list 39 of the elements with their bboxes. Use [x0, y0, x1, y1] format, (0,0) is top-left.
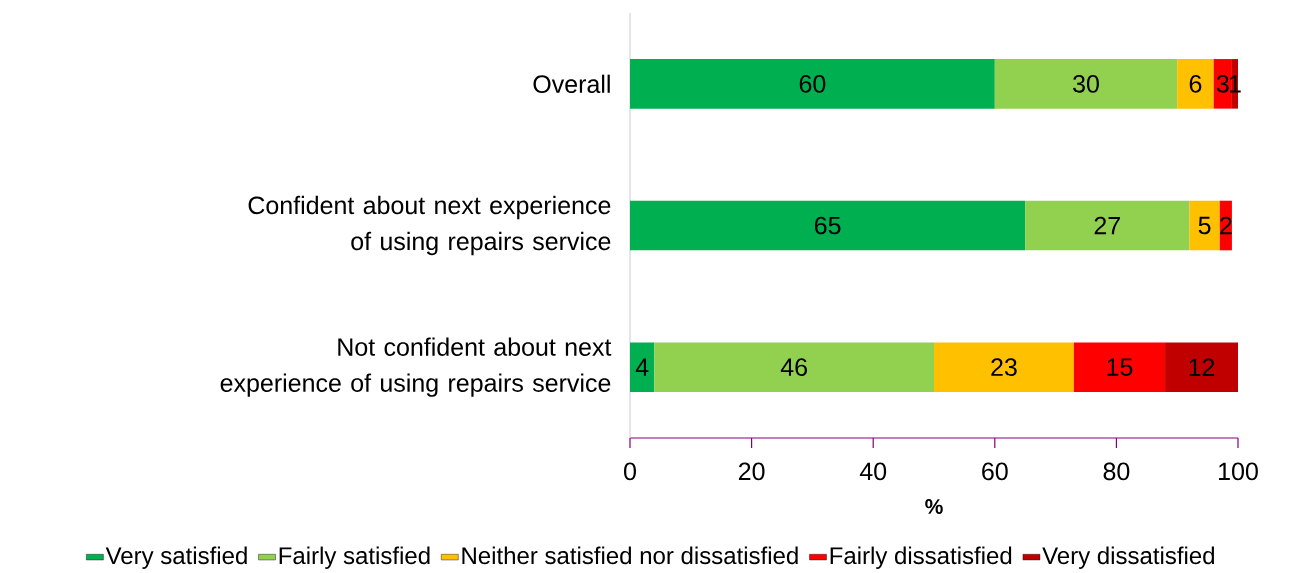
bar: [934, 342, 1074, 392]
x-axis-title: %: [925, 499, 943, 514]
x-tick-label: 0: [624, 462, 636, 481]
bar: [1073, 342, 1166, 392]
y-tick-label: Confident about next experience of using repairs service: [248, 195, 611, 256]
legend-label: Fairly satisfied: [279, 546, 430, 569]
bar: [630, 342, 655, 392]
data-label: 30: [1073, 74, 1099, 93]
data-label: 60: [799, 74, 826, 93]
bar: [1177, 59, 1214, 109]
bar: [630, 59, 995, 109]
bar: [1165, 342, 1239, 392]
bar: [630, 200, 1026, 251]
data-label: 15: [1107, 358, 1133, 376]
bar: [1025, 200, 1190, 251]
data-label: 46: [780, 358, 807, 377]
bar: [1189, 200, 1220, 251]
x-tick-label: 40: [859, 462, 887, 481]
x-tick-label: 80: [1103, 462, 1130, 481]
bar: [654, 342, 934, 392]
y-tick-label: Overall: [533, 74, 610, 94]
x-tick-label: 100: [1219, 462, 1258, 481]
data-label: 12: [1189, 358, 1215, 376]
x-tick-label: 20: [738, 462, 765, 481]
legend-label: Fairly dissatisfied: [830, 546, 1012, 569]
x-tick-label: 60: [982, 462, 1008, 481]
data-label: 6: [1189, 74, 1202, 93]
legend-label: Neither satisfied nor dissatisfied: [462, 546, 798, 565]
data-label: 27: [1094, 216, 1120, 235]
data-label: 4: [635, 358, 649, 376]
legend-label: Very dissatisfied: [1042, 546, 1214, 569]
y-tick-label: Not confident about next experience of using repairs service: [220, 337, 612, 397]
legend-label: Very satisfied: [105, 546, 247, 569]
data-label: 2: [1220, 216, 1232, 235]
data-label: 23: [991, 358, 1017, 377]
data-label: 3: [1216, 74, 1229, 93]
data-label: 5: [1198, 216, 1211, 235]
data-label: 65: [814, 216, 841, 235]
bar: [994, 59, 1178, 109]
